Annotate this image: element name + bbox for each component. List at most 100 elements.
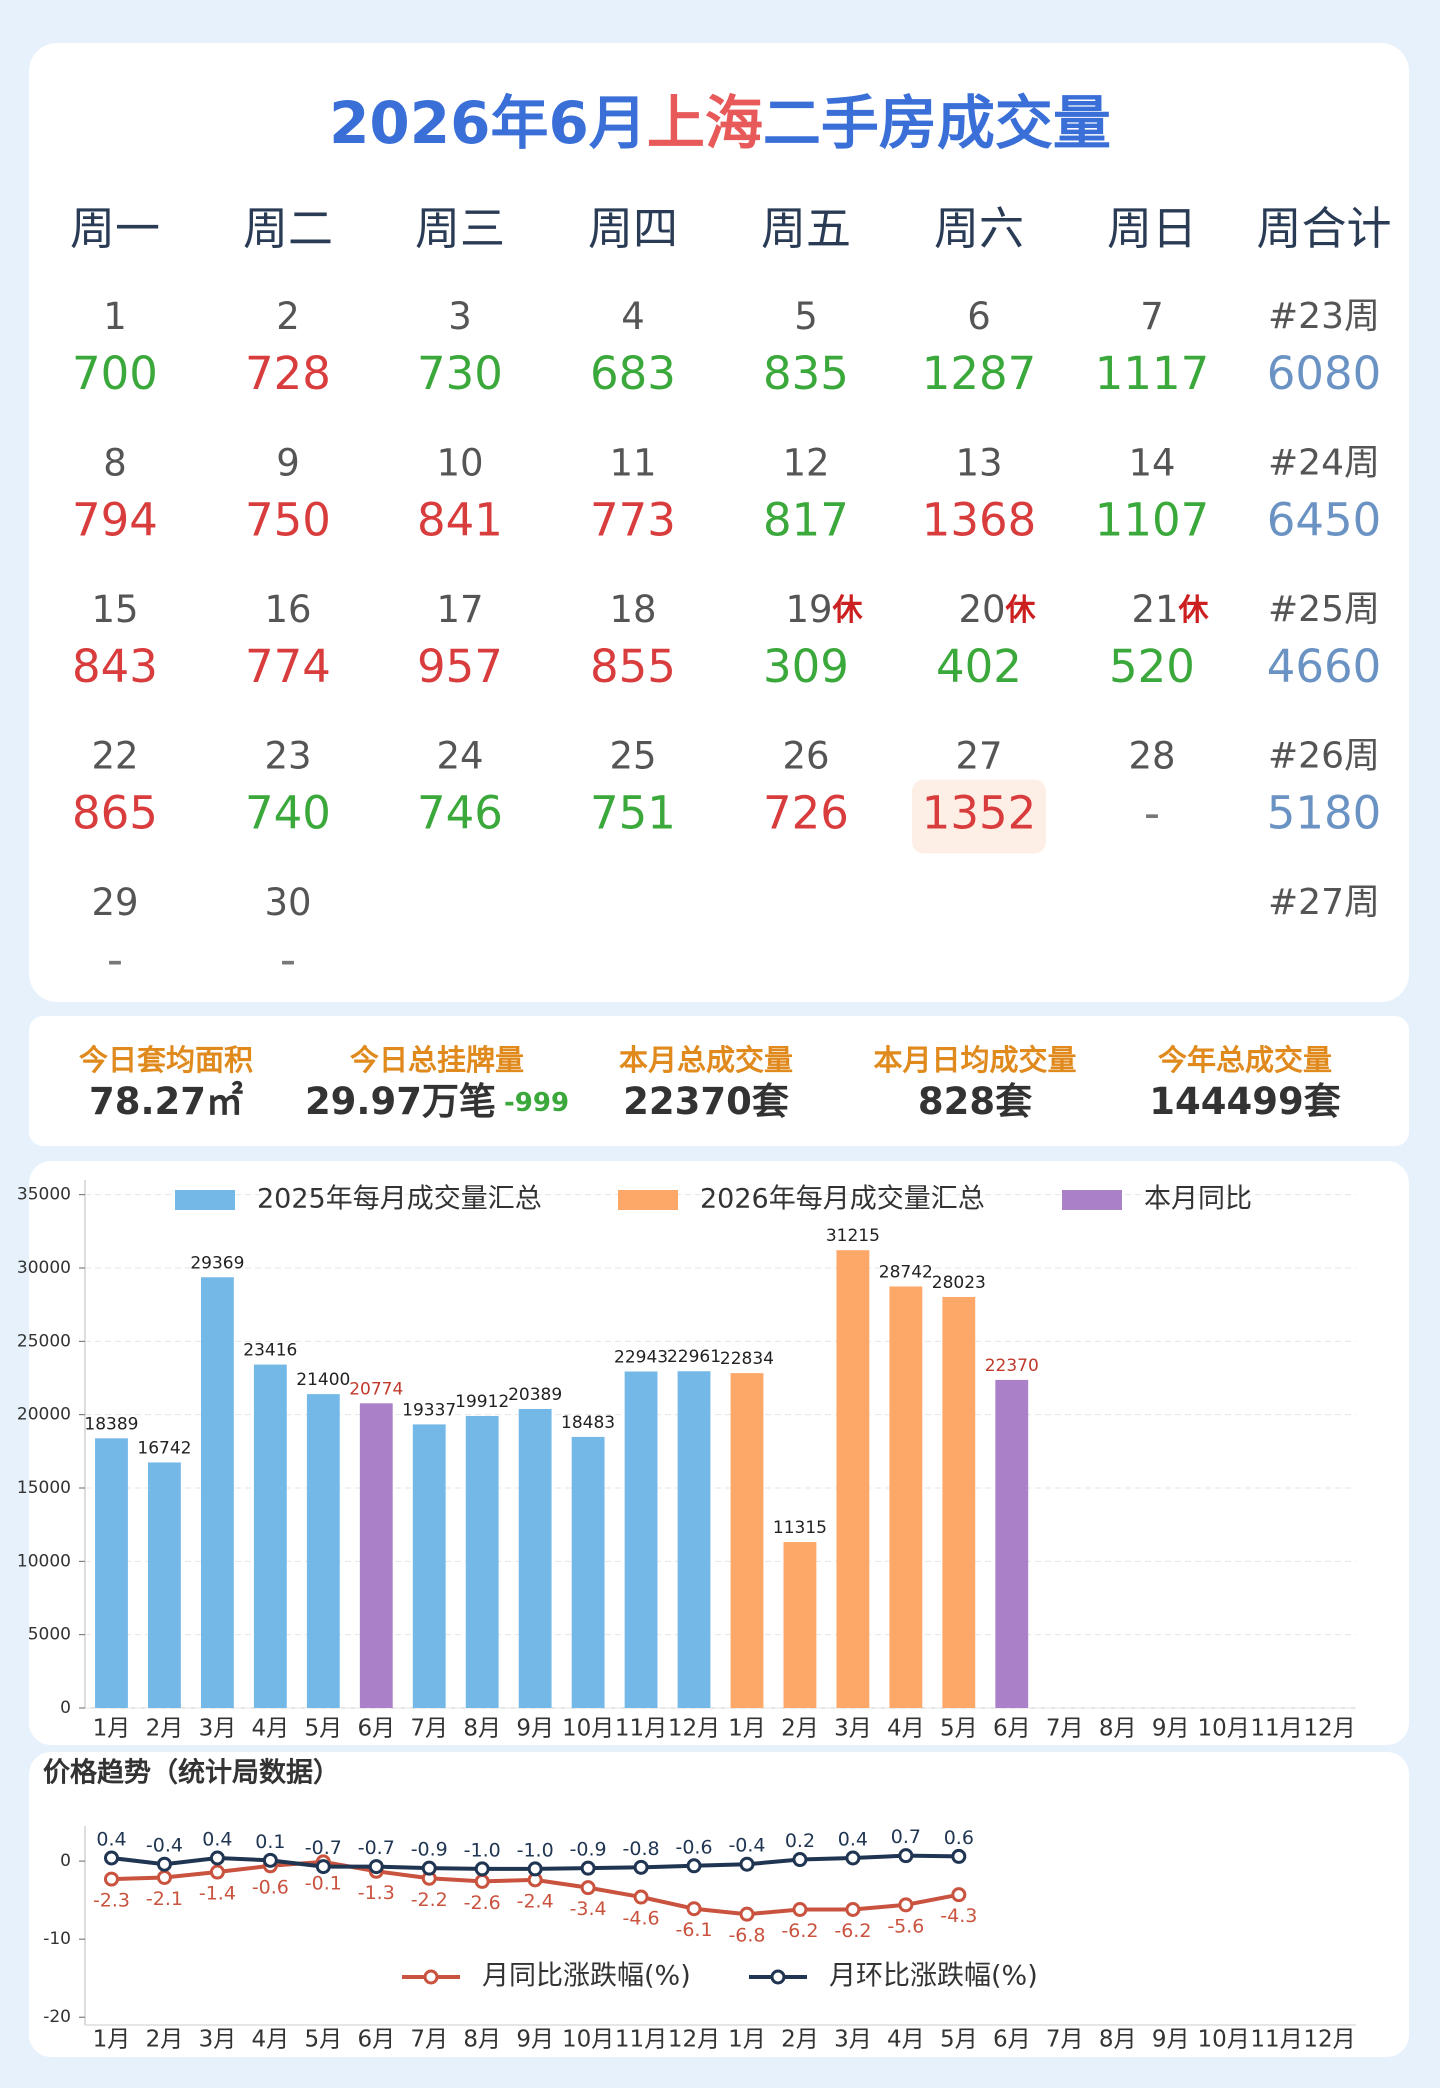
x-tick-label: 7月 <box>1046 2027 1084 2053</box>
holiday-note: 休 <box>832 593 864 628</box>
x-tick-label: 4月 <box>887 1716 925 1742</box>
day: 29 <box>91 881 138 924</box>
day-value: 835 <box>763 347 849 400</box>
y-tick-label: 0 <box>60 1851 71 1871</box>
point-label: -6.1 <box>675 1919 712 1941</box>
y-tick-label: 35000 <box>17 1185 71 1205</box>
x-tick-label: 11月 <box>1250 2027 1302 2053</box>
bar <box>306 1394 340 1708</box>
day-value: 841 <box>417 494 503 547</box>
point <box>421 1860 437 1876</box>
point-label: -1.0 <box>517 1839 554 1861</box>
day: 1 <box>103 295 127 338</box>
stat-number: 29.97万笔 <box>305 1080 496 1123</box>
point-label: -0.7 <box>358 1837 395 1859</box>
day-number: 14 <box>1128 441 1175 484</box>
day-number: 15 <box>91 588 138 631</box>
x-tick-label: 7月 <box>410 2027 448 2053</box>
x-tick-label: 12月 <box>1303 1716 1355 1742</box>
bar-label: 22961 <box>667 1347 721 1367</box>
weekday-header: 周一 <box>70 202 160 255</box>
day-number: 25 <box>609 734 656 777</box>
point <box>739 1856 755 1872</box>
y-tick-label: 0 <box>60 1698 71 1718</box>
day: 25 <box>609 734 656 777</box>
bar-label: 31215 <box>826 1226 880 1246</box>
weekday-header: 周合计 <box>1256 202 1391 255</box>
x-tick-label: 1月 <box>93 1716 131 1742</box>
bar-label: 20774 <box>349 1379 403 1399</box>
bar <box>942 1296 976 1708</box>
x-tick-label: 9月 <box>516 1716 554 1742</box>
day-number: 10 <box>436 441 483 484</box>
stat-label: 本月总成交量 <box>619 1043 793 1077</box>
week-total: 6450 <box>1267 494 1382 547</box>
y-tick-label: 20000 <box>17 1405 71 1425</box>
point-label: 0.4 <box>96 1828 126 1850</box>
x-tick-label: 6月 <box>357 1716 395 1742</box>
day-value: 309 <box>763 640 849 693</box>
day: 23 <box>264 734 311 777</box>
point <box>262 1852 278 1868</box>
y-tick-label: -10 <box>43 1929 71 1949</box>
week-label: #27周 <box>1268 882 1380 923</box>
x-tick-label: 7月 <box>410 1716 448 1742</box>
point <box>792 1852 808 1868</box>
point <box>527 1861 543 1877</box>
point-label: 0.1 <box>255 1831 285 1853</box>
bar-label: 18389 <box>84 1414 138 1434</box>
holiday-note: 休 <box>1178 593 1210 628</box>
point-label: -2.2 <box>411 1889 448 1911</box>
stats-card <box>29 1016 1409 1146</box>
x-tick-label: 12月 <box>1303 2027 1355 2053</box>
x-tick-label: 3月 <box>834 2027 872 2053</box>
day: 21 <box>1131 588 1178 631</box>
day-number: 27 <box>955 734 1002 777</box>
stat-number: 144499套 <box>1149 1080 1340 1123</box>
point <box>580 1880 596 1896</box>
x-tick-label: 3月 <box>834 1716 872 1742</box>
day-value: 700 <box>72 347 158 400</box>
day-number: 12 <box>782 441 829 484</box>
bar-label: 29369 <box>190 1253 244 1273</box>
x-tick-label: 5月 <box>304 2027 342 2053</box>
day: 15 <box>91 588 138 631</box>
day-number: 3 <box>448 295 472 338</box>
day: 12 <box>782 441 829 484</box>
legend-label: 本月同比 <box>1144 1184 1252 1215</box>
x-tick-label: 2月 <box>146 1716 184 1742</box>
point-label: -0.6 <box>252 1876 289 1898</box>
x-tick-label: 1月 <box>93 2027 131 2053</box>
day-number: 26 <box>782 734 829 777</box>
bar <box>889 1286 923 1708</box>
x-tick-label: 11月 <box>615 2027 667 2053</box>
weekday-header: 周二 <box>243 202 333 255</box>
week-total: 5180 <box>1267 787 1382 840</box>
day-number: 4 <box>621 295 645 338</box>
stat-label: 今日总挂牌量 <box>350 1043 524 1077</box>
bar-chart-card <box>29 1161 1409 1745</box>
x-tick-label: 10月 <box>562 1716 614 1742</box>
bar-label: 19912 <box>455 1392 509 1412</box>
weekday-header: 周四 <box>588 202 678 255</box>
point-label: 0.2 <box>785 1830 815 1852</box>
bar-label: 21400 <box>296 1370 350 1390</box>
day-number: 16 <box>264 588 311 631</box>
point <box>209 1864 225 1880</box>
calendar-card <box>29 43 1409 1002</box>
day-number: 8 <box>103 441 127 484</box>
point-label: -0.1 <box>305 1872 342 1894</box>
weekday-header: 周三 <box>415 202 505 255</box>
day: 16 <box>264 588 311 631</box>
bar-label: 28023 <box>932 1273 986 1293</box>
x-tick-label: 3月 <box>199 1716 237 1742</box>
day-number: 7 <box>1140 295 1164 338</box>
title-part: 上海 <box>647 89 763 157</box>
day-value: - <box>1144 787 1160 840</box>
day-value: 1117 <box>1095 347 1210 400</box>
legend-swatch <box>175 1190 235 1210</box>
day: 28 <box>1128 734 1175 777</box>
x-tick-label: 8月 <box>1099 2027 1137 2053</box>
bar <box>200 1277 234 1708</box>
